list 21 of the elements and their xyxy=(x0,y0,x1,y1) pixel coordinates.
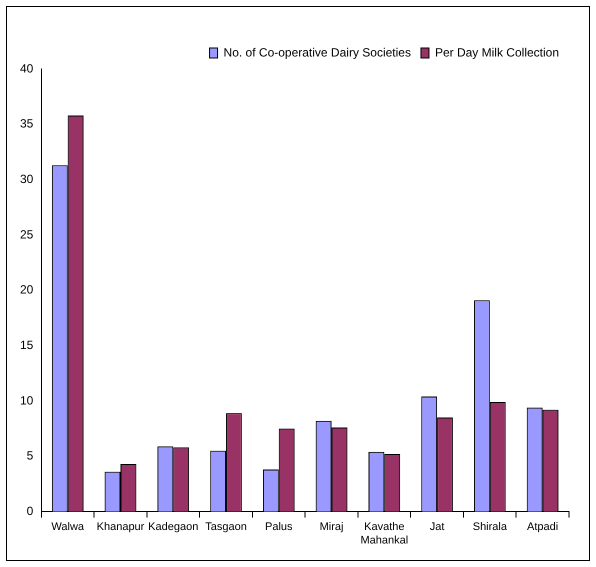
x-tick-label: Miraj xyxy=(320,521,344,534)
y-tick-label: 35 xyxy=(20,116,34,131)
y-tick-label: 40 xyxy=(20,61,34,76)
x-tick-label: Atpadi xyxy=(527,521,558,534)
x-tick-label: Tasgaon xyxy=(205,521,247,534)
legend-label: Per Day Milk Collection xyxy=(434,45,560,60)
x-tick-label: Shirala xyxy=(472,521,508,534)
y-tick-label: 0 xyxy=(26,504,34,518)
y-tick-label: 20 xyxy=(20,282,34,297)
y-tick-label: 10 xyxy=(20,393,34,408)
x-tick-label: Palus xyxy=(265,521,294,534)
x-tick-label: Kavathe Mahankal xyxy=(360,521,408,546)
x-tick-label: Khanapur xyxy=(96,521,145,534)
y-tick-label: 25 xyxy=(20,227,34,242)
legend-label: No. of Co-operative Dairy Societies xyxy=(224,45,411,60)
y-tick-label: 5 xyxy=(26,448,34,463)
x-tick-label: Kadegaon xyxy=(148,521,198,534)
x-tick-label: Walwa xyxy=(51,521,85,534)
y-tick-label: 30 xyxy=(20,172,34,186)
x-tick-label: Jat xyxy=(430,521,444,534)
y-tick-label: 15 xyxy=(20,338,34,352)
